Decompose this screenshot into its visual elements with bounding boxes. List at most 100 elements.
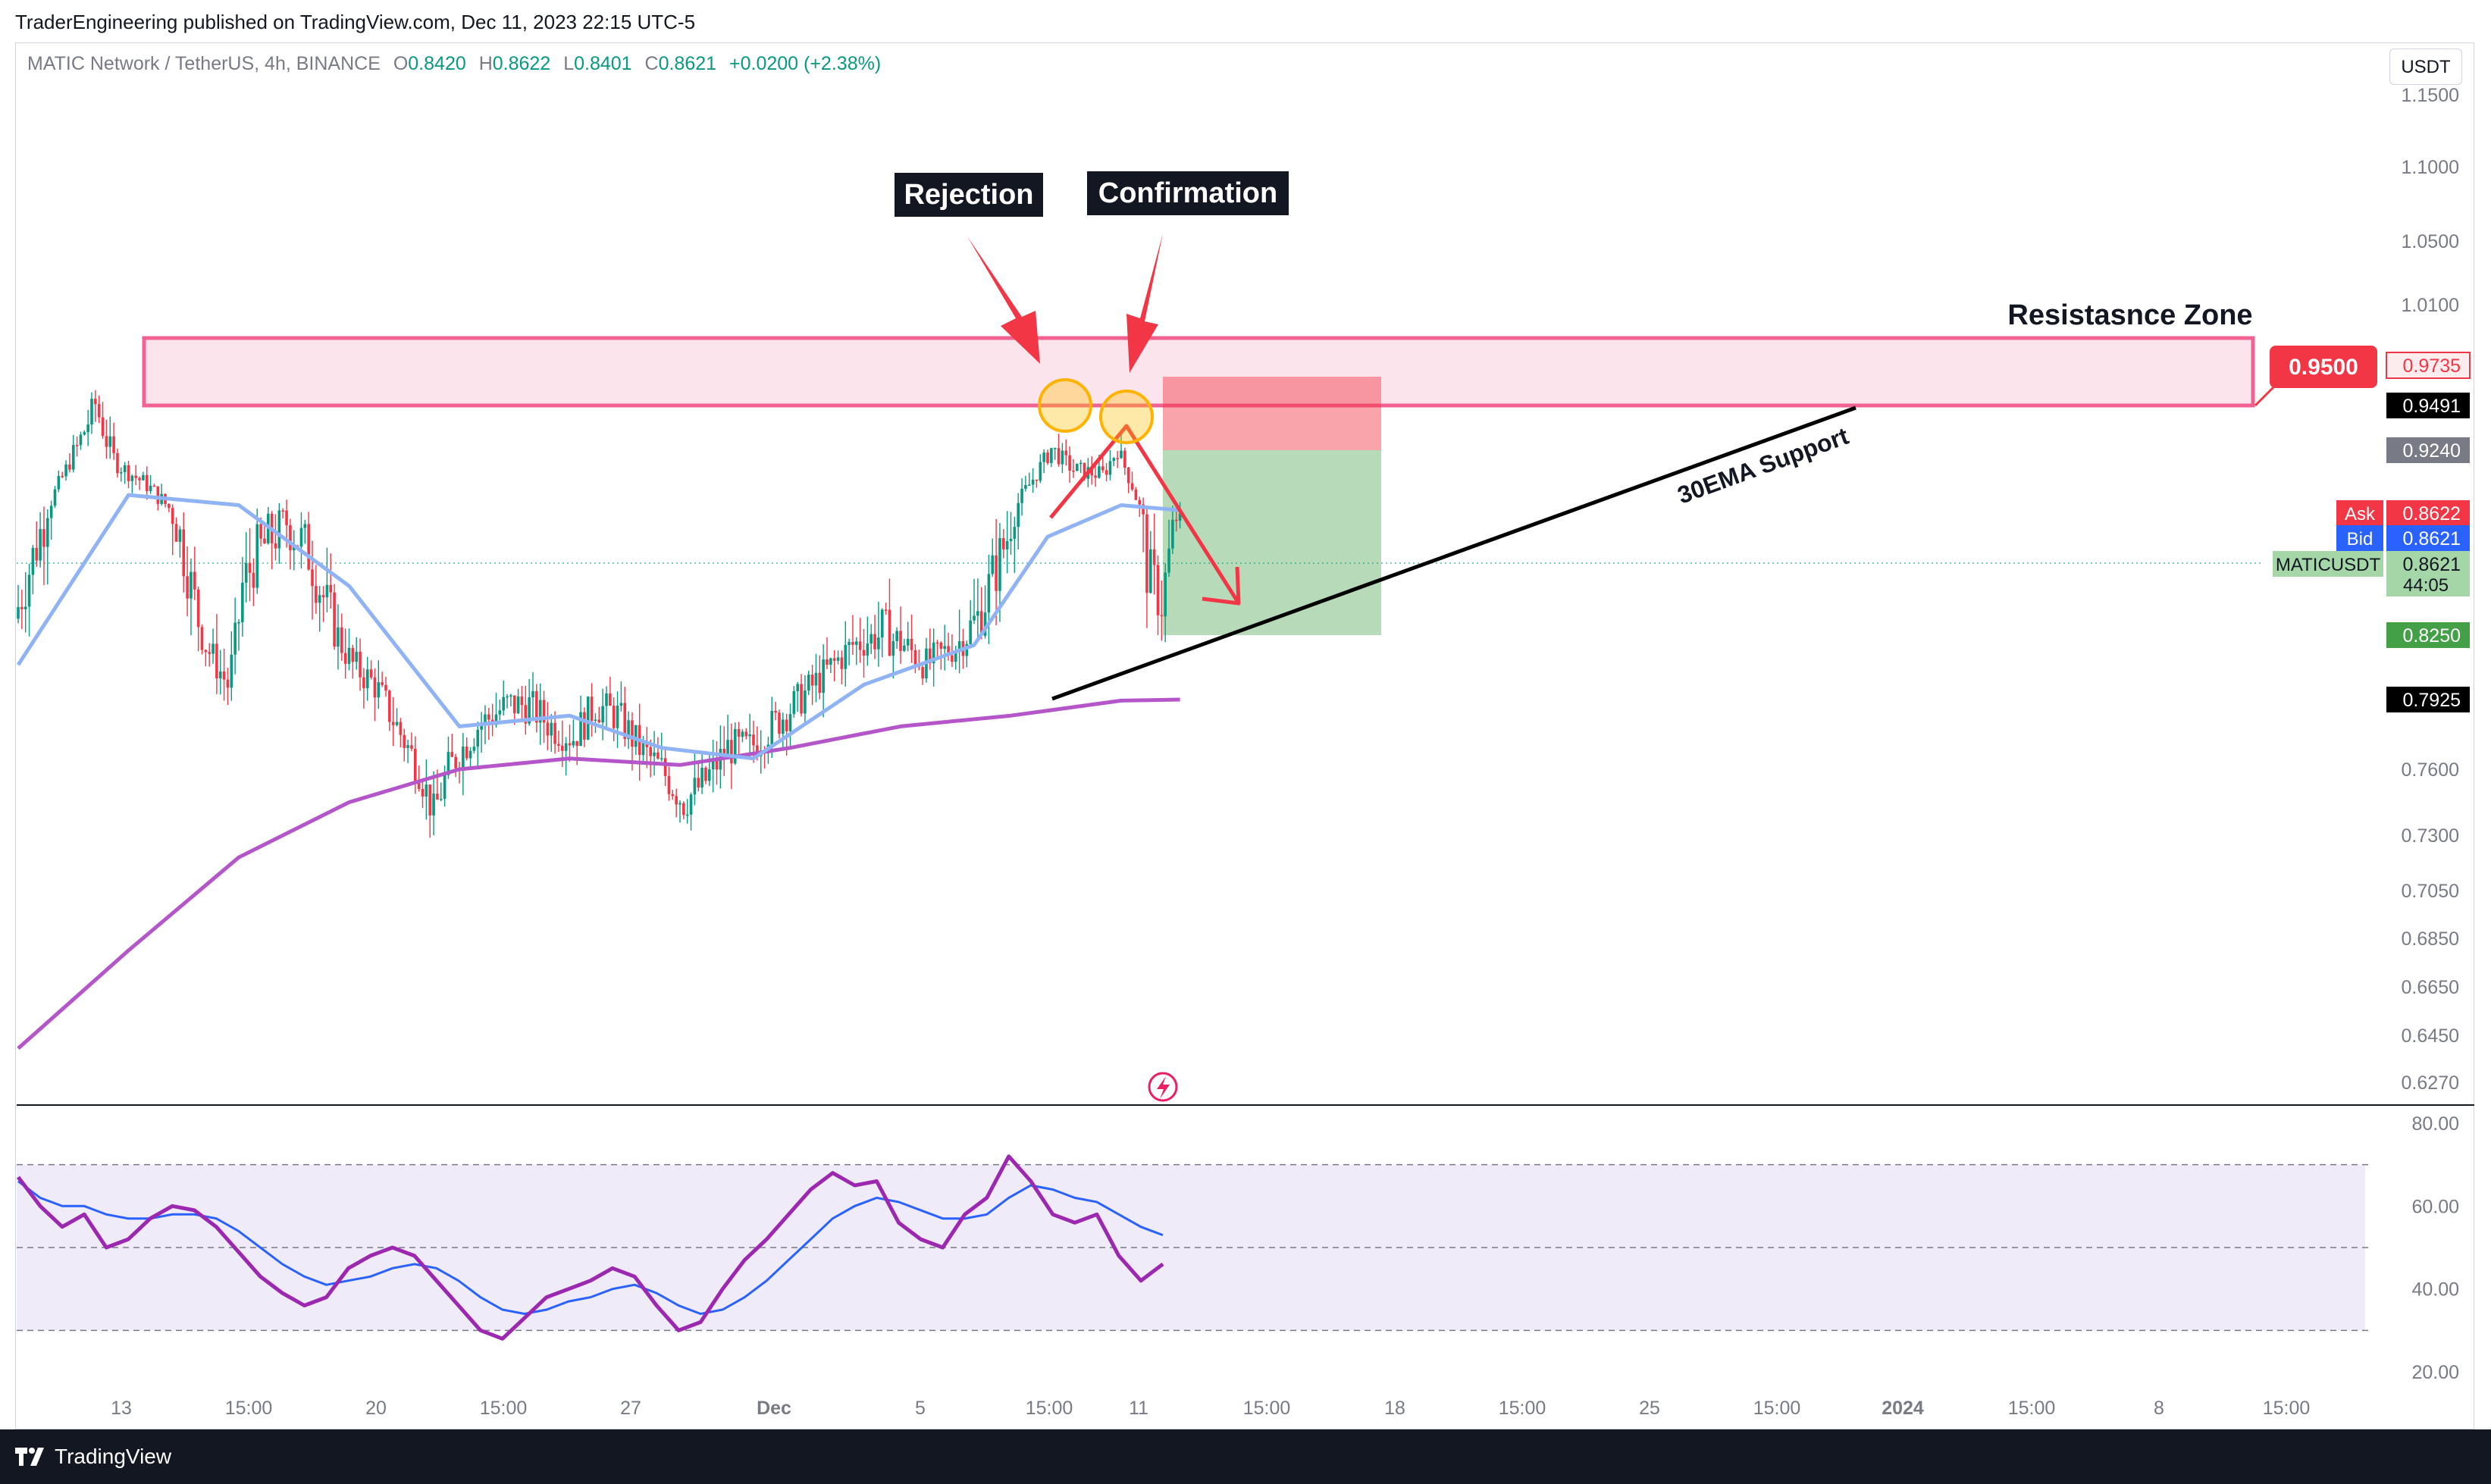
candle-body <box>343 653 347 664</box>
candle-body <box>218 672 222 679</box>
candle-body <box>840 657 844 669</box>
candle-body <box>1027 484 1031 486</box>
candle-body <box>439 798 443 800</box>
candle-body <box>277 510 281 549</box>
x-axis-tick: 15:00 <box>1243 1398 1291 1419</box>
candle-body <box>1020 488 1023 503</box>
price-tag-value: 0.8621 <box>2403 554 2461 575</box>
rsi-y-tick: 20.00 <box>2411 1362 2459 1383</box>
candle-body <box>1156 565 1160 615</box>
candle-body <box>561 745 564 751</box>
candle-body <box>263 538 266 543</box>
candle-body <box>634 725 638 747</box>
candle-body <box>502 697 505 711</box>
price-tag-box <box>2386 551 2470 596</box>
candle-body <box>17 606 20 619</box>
candle-body <box>741 731 744 737</box>
candle-body <box>546 722 550 736</box>
currency-button[interactable]: USDT <box>2389 49 2462 85</box>
candle-body <box>597 719 601 723</box>
candle-body <box>631 720 634 747</box>
candle-body <box>1090 467 1093 476</box>
resistance-price-text: 0.9500 <box>2289 355 2358 380</box>
candle-body <box>870 634 873 644</box>
candle-body <box>1116 458 1119 459</box>
candle-body <box>770 710 774 745</box>
candle-body <box>965 643 969 656</box>
candle-body <box>782 719 785 734</box>
candle-body <box>708 769 711 781</box>
candle-body <box>1035 479 1039 481</box>
candle-body <box>848 641 851 646</box>
candle-body <box>748 734 751 737</box>
price-tag-label-box <box>2336 525 2383 551</box>
tradingview-logo-icon <box>15 1446 45 1467</box>
rejection-label: Rejection <box>904 179 1033 211</box>
candle-body <box>1138 499 1142 505</box>
candle-body <box>414 748 417 782</box>
candle-body <box>42 529 45 547</box>
candle-body <box>726 740 729 758</box>
candle-body <box>1178 513 1182 521</box>
resistance-price-badge <box>2270 346 2377 388</box>
candle-body <box>468 750 472 759</box>
candle-body <box>818 672 822 693</box>
candle-body <box>737 729 741 737</box>
tradingview-logo[interactable]: TradingView <box>15 1445 171 1469</box>
candle-body <box>384 684 387 691</box>
rsi-ma-line <box>17 1180 1164 1316</box>
candle-body <box>255 524 259 588</box>
price-tag-box <box>2386 393 2470 418</box>
legend-symbol[interactable]: MATIC Network / TetherUS, 4h, BINANCE <box>27 53 381 74</box>
candle-body <box>1042 452 1045 462</box>
candle-body <box>506 696 509 698</box>
candle-body <box>222 672 226 680</box>
candle-body <box>1123 450 1126 468</box>
candle-body <box>826 659 829 665</box>
candle-body <box>520 696 524 706</box>
candle-body <box>939 642 943 649</box>
candle-body <box>1057 448 1061 465</box>
candle-body <box>954 650 957 662</box>
price-tag-value: 0.8250 <box>2403 625 2461 647</box>
candle-body <box>682 803 685 816</box>
ema-slow-line <box>17 697 1180 1050</box>
candle-body <box>421 788 425 797</box>
support-trendline <box>1051 405 1856 701</box>
price-tag-box <box>2386 352 2471 379</box>
candle-body <box>810 675 814 686</box>
candle-body <box>237 622 240 624</box>
legend-close-label: C <box>644 53 659 74</box>
price-tag-box <box>2386 525 2470 551</box>
candle-body <box>138 477 141 481</box>
candle-body <box>979 611 983 636</box>
candle-body <box>274 543 277 549</box>
candle-body <box>553 722 556 744</box>
candle-body <box>891 640 895 656</box>
candle-body <box>462 747 465 771</box>
candle-body <box>480 725 483 730</box>
chart-frame <box>15 42 2474 1429</box>
candle-body <box>704 767 707 781</box>
x-axis-tick: 27 <box>620 1398 641 1419</box>
candle-body <box>583 712 586 740</box>
price-tag: 0.9491 <box>2386 393 2470 418</box>
candle-body <box>289 524 292 551</box>
y-axis-tick: 0.6450 <box>2402 1025 2459 1047</box>
candle-body <box>616 706 619 728</box>
price-tag-box <box>2386 687 2470 712</box>
candle-body <box>178 529 182 542</box>
stop-loss-zone <box>1163 377 1381 450</box>
price-tag-value: 0.9491 <box>2403 396 2461 417</box>
candle-body <box>90 399 93 425</box>
candle-body <box>391 722 395 725</box>
lightning-bolt-icon <box>1157 1076 1170 1099</box>
candle-body <box>101 417 105 437</box>
candle-body <box>410 745 413 749</box>
price-tag: 0.8250 <box>2386 622 2470 648</box>
rsi-y-tick: 60.00 <box>2411 1196 2459 1217</box>
candle-body <box>929 648 932 664</box>
candle-body <box>428 784 431 816</box>
candle-body <box>1130 483 1134 490</box>
